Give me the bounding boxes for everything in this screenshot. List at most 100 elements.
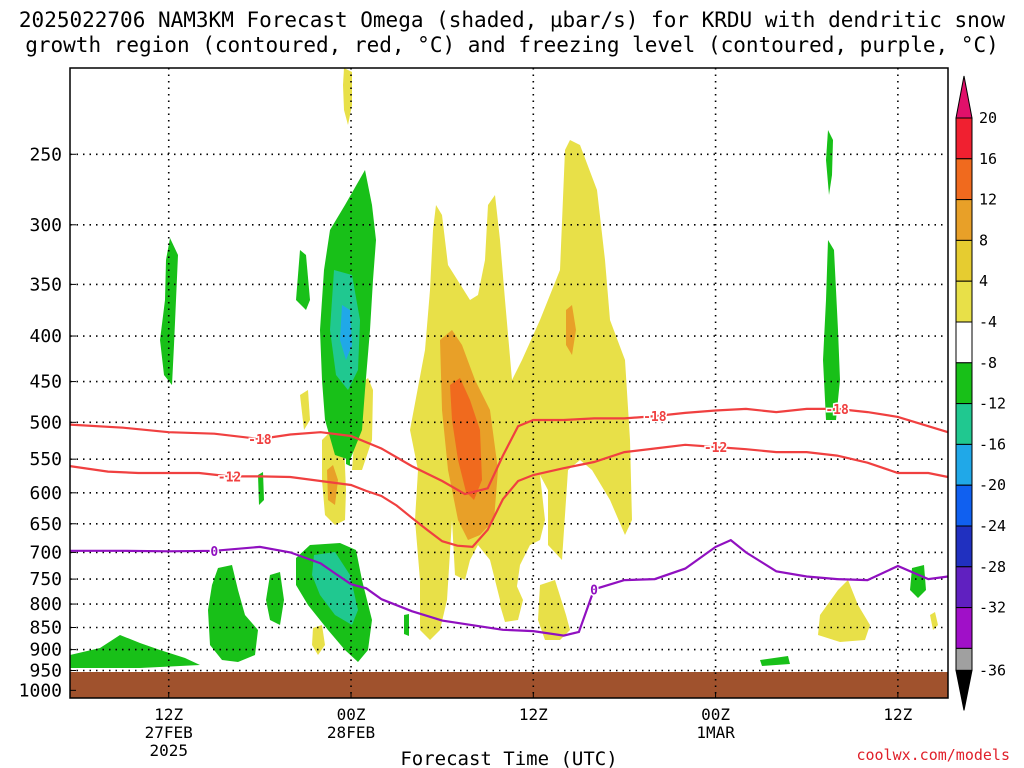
colorbar-label: -36 xyxy=(979,661,1006,679)
omega-region xyxy=(327,465,338,505)
x-tick-date-label: 1MAR xyxy=(696,723,735,742)
colorbar-label: -4 xyxy=(979,313,997,331)
omega-region xyxy=(70,635,200,668)
x-tick-label: 12Z xyxy=(154,705,183,724)
contour-label: -18 xyxy=(643,410,667,425)
contour-label: -12 xyxy=(704,441,727,456)
ground-surface xyxy=(70,672,948,698)
omega-region xyxy=(930,612,938,630)
x-tick-year-label: 2025 xyxy=(149,741,188,760)
y-tick-label: 800 xyxy=(29,594,62,615)
y-tick-label: 1000 xyxy=(19,680,62,701)
y-tick-label: 500 xyxy=(29,412,62,433)
colorbar-label: 20 xyxy=(979,109,997,127)
omega-shading xyxy=(70,68,938,668)
x-axis-label: Forecast Time (UTC) xyxy=(400,748,617,768)
y-tick-label: 550 xyxy=(29,449,62,470)
y-tick-label: 700 xyxy=(29,542,62,563)
x-tick-date-label: 28FEB xyxy=(327,723,375,742)
contour-label: 0 xyxy=(590,583,598,598)
colorbar-label: -16 xyxy=(979,435,1006,453)
colorbar-swatch xyxy=(955,484,973,527)
contour-line--12 xyxy=(69,443,949,549)
x-tick-label: 00Z xyxy=(337,705,366,724)
contour-line--18 xyxy=(69,407,949,496)
contour-label: -18 xyxy=(825,403,849,418)
y-tick-label: 650 xyxy=(29,514,62,535)
colorbar-label: 12 xyxy=(979,191,997,209)
y-tick-label: 950 xyxy=(29,661,62,682)
colorbar-swatch xyxy=(955,199,973,241)
y-tick-label: 850 xyxy=(29,617,62,638)
colorbar-top-arrow xyxy=(955,75,973,119)
y-tick-label: 750 xyxy=(29,569,62,590)
colorbar-swatch xyxy=(955,280,973,323)
y-tick-label: 300 xyxy=(29,215,62,236)
omega-region xyxy=(910,565,926,598)
colorbar-label: 16 xyxy=(979,150,997,168)
y-tick-label: 400 xyxy=(29,326,62,347)
omega-region xyxy=(404,614,409,636)
y-tick-label: 450 xyxy=(29,372,62,393)
colorbar-label: 4 xyxy=(979,272,988,290)
colorbar-swatch xyxy=(955,158,973,201)
colorbar-swatch xyxy=(955,403,973,445)
omega-region xyxy=(818,580,870,642)
colorbar-label: -28 xyxy=(979,558,1006,576)
chart-title-line-1: 2025022706 NAM3KM Forecast Omega (shaded… xyxy=(18,8,1006,32)
grid xyxy=(70,68,948,698)
x-tick-date-label: 27FEB xyxy=(145,723,193,742)
colorbar-swatch xyxy=(955,607,973,649)
omega-region xyxy=(500,582,523,622)
omega-region xyxy=(300,390,310,430)
colorbar-label: -8 xyxy=(979,354,997,372)
omega-region xyxy=(538,580,570,640)
colorbar: 20 16 12 8 4 -4 -8 -12 -16 -20 -24 -28 -32 -36 xyxy=(955,75,1006,711)
contour-line-0 xyxy=(70,538,949,637)
colorbar-swatch xyxy=(955,443,973,486)
y-tick-label: 250 xyxy=(29,144,62,165)
chart-title-line-2: growth region (contoured, red, °C) and f… xyxy=(25,33,999,57)
omega-region xyxy=(352,378,373,470)
colorbar-label: -24 xyxy=(979,517,1006,535)
contour-label: -12 xyxy=(218,470,241,485)
y-tick-label: 900 xyxy=(29,640,62,661)
omega-region xyxy=(208,565,258,662)
colorbar-swatch xyxy=(955,647,973,671)
colorbar-swatch xyxy=(955,117,973,160)
colorbar-swatch xyxy=(955,239,973,282)
x-tick-label: 12Z xyxy=(883,705,912,724)
omega-region xyxy=(760,656,790,666)
contour-lines: -18 -18 -18 -12 -12 0 0 xyxy=(69,401,949,637)
colorbar-bottom-arrow xyxy=(955,669,973,711)
colorbar-label: -12 xyxy=(979,395,1006,413)
x-tick-label: 00Z xyxy=(701,705,730,724)
omega-region xyxy=(312,625,325,655)
colorbar-label: -20 xyxy=(979,476,1006,494)
y-axis: 2503003504004505005506006507007508008509… xyxy=(19,144,76,701)
omega-region xyxy=(566,305,576,355)
omega-region xyxy=(312,552,358,625)
colorbar-label: -32 xyxy=(979,599,1006,617)
x-tick-label: 12Z xyxy=(519,705,548,724)
omega-region xyxy=(160,238,178,385)
colorbar-label: 8 xyxy=(979,231,988,249)
plot-frame xyxy=(69,67,949,699)
omega-region xyxy=(343,68,352,125)
contour-label: 0 xyxy=(210,545,218,560)
omega-region xyxy=(266,572,284,625)
y-tick-label: 350 xyxy=(29,274,62,295)
omega-region xyxy=(823,240,840,420)
credit-text: coolwx.com/models xyxy=(856,746,1010,764)
omega-region xyxy=(346,452,350,466)
colorbar-swatch xyxy=(955,566,973,609)
omega-region xyxy=(296,250,310,310)
colorbar-swatch xyxy=(955,321,973,364)
omega-region xyxy=(450,378,482,500)
y-tick-label: 600 xyxy=(29,483,62,504)
colorbar-swatch xyxy=(955,525,973,568)
omega-region xyxy=(826,130,833,195)
contour-label: -18 xyxy=(248,433,272,448)
